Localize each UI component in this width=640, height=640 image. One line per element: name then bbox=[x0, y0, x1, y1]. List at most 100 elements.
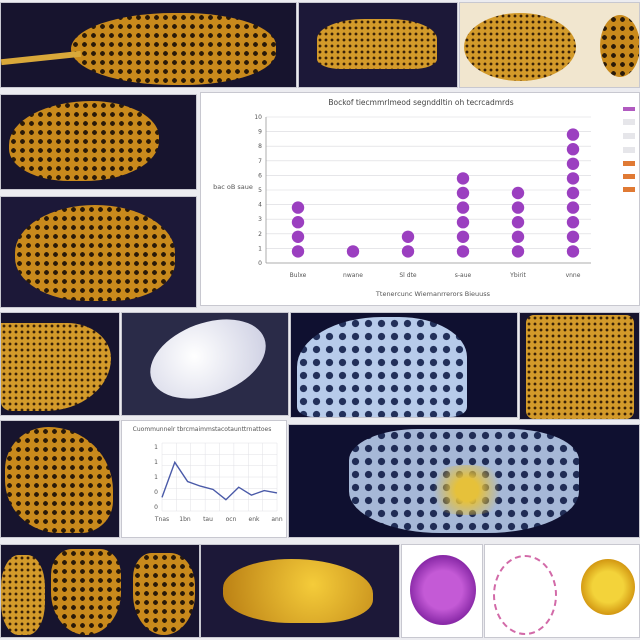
tile-golden-shells-group bbox=[0, 544, 200, 638]
y-tick-label: 1 bbox=[154, 444, 158, 451]
y-tick-label: 8 bbox=[258, 143, 262, 150]
x-axis-label: Ttenercunc Wiemanrrerors Bieuuss bbox=[375, 290, 491, 298]
data-point bbox=[566, 143, 580, 156]
scatter-chart: Bockof tiecmmrlmeod segnddltin oh tecrca… bbox=[213, 98, 591, 298]
data-point bbox=[566, 172, 580, 185]
blue-lattice bbox=[297, 317, 467, 417]
x-tick-label: 1bn bbox=[179, 516, 191, 523]
x-tick-label: vnne bbox=[566, 272, 581, 279]
chart-title: Bockof tiecmmrlmeod segnddltin oh tecrca… bbox=[328, 98, 513, 107]
tile-golden-larva bbox=[200, 544, 400, 638]
golden-shell-right bbox=[133, 553, 195, 635]
y-tick-label: 0 bbox=[154, 504, 158, 511]
y-tick-label: 7 bbox=[258, 158, 262, 165]
x-tick-label: Sl dte bbox=[399, 272, 417, 279]
data-point bbox=[346, 245, 360, 258]
line-chart: Cuommunnelr tbrcmaimmstacotaunttrnattoes… bbox=[133, 426, 283, 523]
data-point bbox=[456, 230, 470, 243]
data-point bbox=[456, 216, 470, 229]
data-point bbox=[456, 172, 470, 185]
golden-shell-left bbox=[1, 555, 45, 635]
data-point bbox=[456, 186, 470, 200]
golden-larva bbox=[223, 559, 373, 623]
x-tick-label: ocn bbox=[226, 516, 237, 523]
data-point bbox=[566, 230, 580, 243]
tile-blue-lattice bbox=[290, 312, 518, 418]
golden-nodes bbox=[417, 465, 517, 515]
tile-golden-lattice-capsule bbox=[0, 2, 297, 88]
tile-line-chart: Cuommunnelr tbrcmaimmstacotaunttrnattoes… bbox=[121, 420, 287, 538]
chart-side-panel bbox=[623, 107, 635, 200]
data-point bbox=[511, 245, 525, 258]
side-panel-row bbox=[623, 119, 635, 125]
tile-scatter-chart: Bockof tiecmmrlmeod segnddltin oh tecrca… bbox=[200, 92, 640, 306]
tile-golden-lattice-shell bbox=[0, 196, 197, 308]
data-point bbox=[566, 245, 580, 258]
y-axis-label: bac oB saue bbox=[213, 183, 253, 191]
x-tick-label: Bulxe bbox=[290, 272, 307, 279]
x-tick-label: ann bbox=[271, 516, 282, 523]
tile-purple-sphere bbox=[401, 544, 483, 638]
data-point bbox=[401, 230, 415, 243]
golden-filaments bbox=[1, 50, 82, 66]
golden-leaf-net bbox=[5, 427, 113, 533]
tile-golden-branch-structure bbox=[298, 2, 458, 88]
data-point bbox=[291, 216, 305, 229]
data-point bbox=[291, 230, 305, 243]
x-tick-label: Tnas bbox=[154, 516, 169, 523]
purple-spiky-sphere bbox=[410, 555, 476, 625]
data-point bbox=[566, 216, 580, 229]
y-tick-label: 5 bbox=[258, 187, 262, 194]
y-tick-label: 2 bbox=[258, 231, 262, 238]
golden-fibrous-sheet bbox=[1, 323, 111, 411]
golden-lattice-oval bbox=[600, 15, 639, 77]
y-tick-label: 6 bbox=[258, 172, 262, 179]
x-tick-label: tau bbox=[203, 516, 213, 523]
golden-vertebral-structure bbox=[526, 315, 634, 419]
y-tick-label: 0 bbox=[154, 489, 158, 496]
golden-branch-structure bbox=[317, 19, 437, 69]
data-point bbox=[456, 245, 470, 258]
yellow-flower-illustration bbox=[581, 559, 635, 615]
x-tick-label: enk bbox=[249, 516, 260, 523]
data-point bbox=[291, 201, 305, 214]
y-tick-label: 1 bbox=[258, 245, 262, 252]
data-point bbox=[566, 128, 580, 141]
y-tick-label: 1 bbox=[154, 459, 158, 466]
pink-lattice-illustration bbox=[493, 555, 557, 635]
golden-lattice-capsule bbox=[71, 13, 276, 85]
y-tick-label: 10 bbox=[254, 114, 262, 121]
tile-blue-branching-network bbox=[288, 424, 640, 538]
y-tick-label: 4 bbox=[258, 202, 262, 209]
golden-shell-middle bbox=[51, 549, 121, 635]
line-chart-title: Cuommunnelr tbrcmaimmstacotaunttrnattoes bbox=[133, 426, 272, 433]
data-point bbox=[566, 186, 580, 200]
data-point bbox=[511, 216, 525, 229]
side-panel-accent bbox=[623, 187, 635, 192]
tile-white-ellipsoid bbox=[121, 312, 289, 416]
data-point bbox=[511, 186, 525, 200]
y-tick-label: 0 bbox=[258, 260, 262, 267]
golden-lattice-body bbox=[9, 101, 159, 181]
y-tick-label: 3 bbox=[258, 216, 262, 223]
white-ellipsoid bbox=[139, 313, 277, 414]
tile-golden-anatomy-section bbox=[459, 2, 640, 88]
side-panel-accent bbox=[623, 161, 635, 166]
data-point bbox=[511, 201, 525, 214]
data-point bbox=[566, 201, 580, 214]
side-panel-row bbox=[623, 147, 635, 153]
y-tick-label: 9 bbox=[258, 129, 262, 136]
tile-illustrations bbox=[484, 544, 640, 638]
x-tick-label: nwane bbox=[343, 272, 363, 279]
side-panel-tag bbox=[623, 107, 635, 111]
golden-anatomy-section bbox=[464, 13, 576, 81]
tile-golden-lattice-body bbox=[0, 94, 197, 190]
x-tick-label: Ybirit bbox=[509, 272, 526, 279]
golden-lattice-shell bbox=[15, 205, 175, 301]
tile-golden-fibrous-sheet bbox=[0, 312, 120, 416]
line-series bbox=[161, 460, 278, 501]
data-point bbox=[566, 157, 580, 170]
data-point bbox=[401, 245, 415, 258]
data-point bbox=[456, 201, 470, 214]
side-panel-accent bbox=[623, 174, 635, 179]
